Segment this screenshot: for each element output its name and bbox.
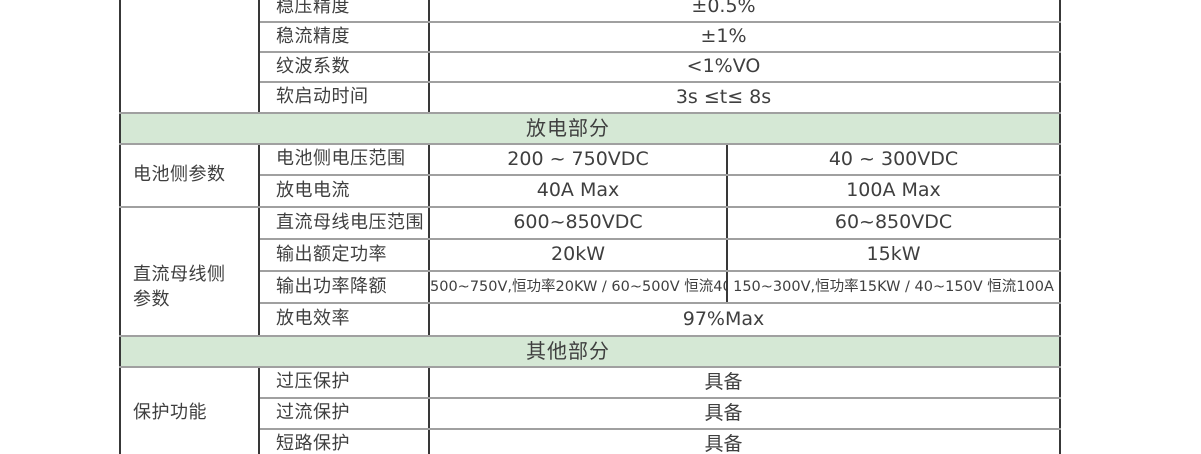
section-banner-other: 其他部分	[118, 335, 1062, 368]
param-value-a: 40A Max	[428, 174, 728, 208]
param-value-a: 600~850VDC	[428, 206, 728, 240]
param-value-b: 150~300V,恒功率15KW / 40~150V 恒流100A	[725, 270, 1062, 304]
param-label: 放电效率	[258, 302, 430, 337]
param-value: 具备	[427, 397, 1062, 430]
category-label-battery: 电池侧参数	[119, 143, 260, 208]
table-row: 放电效率 97%Max	[120, 302, 1062, 337]
param-value-b: 60~850VDC	[725, 206, 1062, 240]
param-label: 直流母线电压范围	[258, 206, 430, 240]
spec-table: 稳压精度 ±0.5% 稳流精度 ±1% 纹波系数 <1%VO 软启动时间 3s …	[118, 0, 1062, 454]
table-row: 输出额定功率 20kW 15kW	[120, 238, 1062, 272]
param-value-a: 20kW	[428, 238, 728, 272]
table-row: 电池侧参数 电池侧电压范围 200 ~ 750VDC 40 ~ 300VDC	[119, 143, 1062, 208]
table-row: 直流母线侧参数 直流母线电压范围 600~850VDC 60~850VDC	[119, 206, 1062, 337]
section-banner-row: 其他部分	[118, 335, 1062, 368]
table-row: 稳流精度 ±1%	[120, 21, 1062, 53]
table-row: 保护功能 过压保护 具备	[119, 366, 1062, 454]
param-label: 放电电流	[258, 174, 430, 208]
table-row: 软启动时间 3s ≤t≤ 8s	[120, 81, 1062, 114]
param-value: ±1%	[427, 21, 1062, 53]
param-value: 具备	[427, 428, 1062, 454]
table-row: 稳压精度 ±0.5%	[119, 0, 1062, 114]
param-value: 3s ≤t≤ 8s	[427, 81, 1062, 114]
param-value-a: 200 ~ 750VDC	[428, 143, 728, 176]
param-value: 97%Max	[427, 302, 1062, 337]
table-row: 放电电流 40A Max 100A Max	[120, 174, 1062, 208]
param-value-a: 500~750V,恒功率20KW / 60~500V 恒流40A	[428, 270, 728, 304]
section-banner-row: 放电部分	[118, 112, 1062, 145]
category-cell-cropped	[119, 0, 260, 114]
param-value-b: 40 ~ 300VDC	[725, 143, 1062, 176]
table-row: 过流保护 具备	[120, 397, 1062, 430]
param-value-b: 15kW	[725, 238, 1062, 272]
param-value: <1%VO	[427, 51, 1062, 83]
param-label: 电池侧电压范围	[258, 143, 430, 176]
table-row: 输出功率降额 500~750V,恒功率20KW / 60~500V 恒流40A …	[120, 270, 1062, 304]
table-row: 纹波系数 <1%VO	[120, 51, 1062, 83]
param-label: 纹波系数	[258, 51, 430, 83]
param-value-b: 100A Max	[725, 174, 1062, 208]
param-value: 具备	[427, 366, 1062, 399]
param-label: 输出功率降额	[258, 270, 430, 304]
table-row: 短路保护 具备	[120, 428, 1062, 454]
param-label: 过流保护	[258, 397, 430, 430]
param-label: 稳压精度	[258, 0, 430, 23]
param-label: 过压保护	[258, 366, 430, 399]
param-label: 稳流精度	[258, 21, 430, 53]
param-label: 软启动时间	[258, 81, 430, 114]
param-value: ±0.5%	[427, 0, 1062, 23]
section-banner-discharge: 放电部分	[118, 112, 1062, 145]
category-label-protection: 保护功能	[119, 366, 260, 454]
param-label: 短路保护	[258, 428, 430, 454]
param-label: 输出额定功率	[258, 238, 430, 272]
category-label-dc-bus: 直流母线侧参数	[119, 206, 260, 337]
